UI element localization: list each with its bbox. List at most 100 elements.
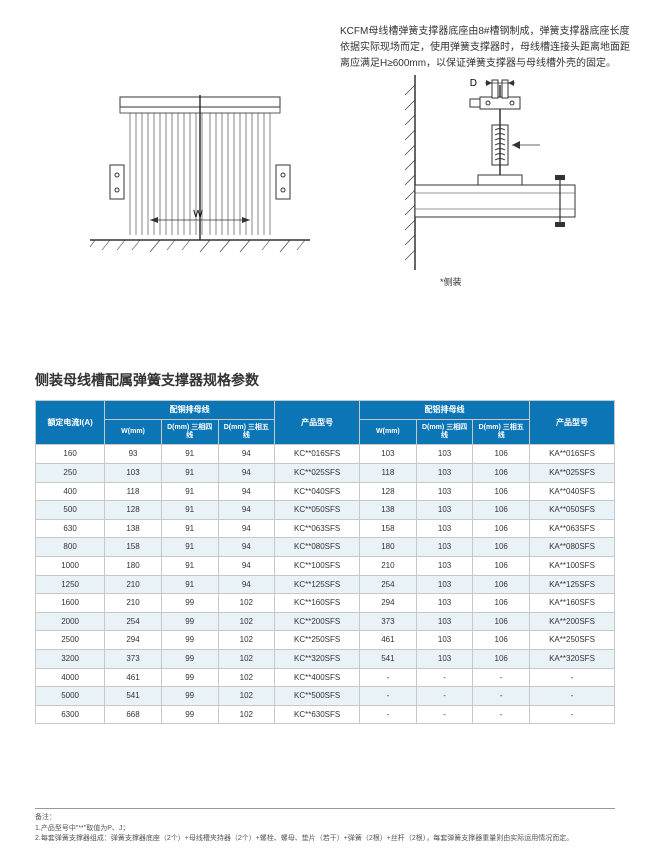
table-cell: KC**080SFS — [275, 538, 360, 557]
diagram-area: W — [90, 75, 590, 275]
table-cell: KA**025SFS — [530, 463, 615, 482]
table-cell: - — [416, 668, 473, 687]
table-cell: 800 — [36, 538, 105, 557]
table-cell: 373 — [105, 649, 162, 668]
table-cell: 91 — [161, 519, 218, 538]
table-cell: 99 — [161, 687, 218, 706]
table-cell: 103 — [416, 445, 473, 464]
table-cell: 138 — [105, 519, 162, 538]
table-cell: - — [473, 668, 530, 687]
table-cell: KC**040SFS — [275, 482, 360, 501]
table-cell: KC**125SFS — [275, 575, 360, 594]
table-cell: - — [360, 705, 417, 724]
table-cell: 103 — [105, 463, 162, 482]
table-cell: 94 — [218, 445, 275, 464]
table-cell: 91 — [161, 445, 218, 464]
notes: 备注： 1.产品型号中"**"取值为P、J； 2.每套弹簧支撑器组成：弹簧支撑器… — [35, 808, 615, 845]
table-cell: 106 — [473, 556, 530, 575]
table-cell: 1250 — [36, 575, 105, 594]
table-cell: 103 — [416, 463, 473, 482]
table-cell: 106 — [473, 519, 530, 538]
table-cell: KC**250SFS — [275, 631, 360, 650]
table-row: 630066899102KC**630SFS---- — [36, 705, 615, 724]
table-cell: KC**025SFS — [275, 463, 360, 482]
table-cell: - — [416, 705, 473, 724]
table-cell: 102 — [218, 612, 275, 631]
th-model-2: 产品型号 — [530, 401, 615, 445]
table-cell: 210 — [105, 594, 162, 613]
table-cell: KC**160SFS — [275, 594, 360, 613]
table-row: 500054199102KC**500SFS---- — [36, 687, 615, 706]
th-ad5: D(mm) 三相五线 — [473, 419, 530, 445]
table-cell: 180 — [360, 538, 417, 557]
table-cell: 103 — [416, 519, 473, 538]
table-row: 2501039194KC**025SFS118103106KA**025SFS — [36, 463, 615, 482]
table-cell: KA**100SFS — [530, 556, 615, 575]
table-cell: KC**500SFS — [275, 687, 360, 706]
table-cell: 99 — [161, 631, 218, 650]
diagram-front-view: W — [90, 85, 310, 265]
table-row: 200025499102KC**200SFS373103106KA**200SF… — [36, 612, 615, 631]
table-cell: 1600 — [36, 594, 105, 613]
table-cell: 106 — [473, 612, 530, 631]
table-cell: 158 — [105, 538, 162, 557]
table-row: 12502109194KC**125SFS254103106KA**125SFS — [36, 575, 615, 594]
table-cell: 118 — [105, 482, 162, 501]
table-cell: 294 — [360, 594, 417, 613]
table-cell: 103 — [416, 556, 473, 575]
table-cell: 373 — [360, 612, 417, 631]
th-cd5: D(mm) 三相五线 — [218, 419, 275, 445]
table-cell: 541 — [360, 649, 417, 668]
table-cell: 94 — [218, 501, 275, 520]
table-cell: 2000 — [36, 612, 105, 631]
table-cell: 128 — [360, 482, 417, 501]
table-cell: 99 — [161, 612, 218, 631]
table-cell: 180 — [105, 556, 162, 575]
table-cell: - — [530, 687, 615, 706]
table-cell: 6300 — [36, 705, 105, 724]
table-cell: KC**320SFS — [275, 649, 360, 668]
spec-table: 额定电流I(A) 配铜排母线 产品型号 配铝排母线 产品型号 W(mm) D(m… — [35, 400, 615, 724]
table-cell: 3200 — [36, 649, 105, 668]
table-cell: KA**125SFS — [530, 575, 615, 594]
spec-table-wrap: 额定电流I(A) 配铜排母线 产品型号 配铝排母线 产品型号 W(mm) D(m… — [35, 400, 615, 724]
table-cell: 91 — [161, 575, 218, 594]
table-cell: KC**200SFS — [275, 612, 360, 631]
table-cell: 630 — [36, 519, 105, 538]
table-cell: 102 — [218, 649, 275, 668]
table-cell: 102 — [218, 594, 275, 613]
table-cell: - — [416, 687, 473, 706]
table-cell: 94 — [218, 575, 275, 594]
intro-paragraph: KCFM母线槽弹簧支撑器底座由8#槽钢制成，弹簧支撑器底座长度依据实际现场而定，… — [340, 24, 635, 72]
diagram-side-view: D — [400, 75, 580, 270]
table-row: 320037399102KC**320SFS541103106KA**320SF… — [36, 649, 615, 668]
table-cell: 91 — [161, 538, 218, 557]
table-cell: KA**080SFS — [530, 538, 615, 557]
table-cell: 210 — [360, 556, 417, 575]
table-cell: KA**063SFS — [530, 519, 615, 538]
table-cell: 106 — [473, 649, 530, 668]
table-cell: 158 — [360, 519, 417, 538]
table-cell: 103 — [416, 482, 473, 501]
table-cell: KA**320SFS — [530, 649, 615, 668]
table-row: 400046199102KC**400SFS---- — [36, 668, 615, 687]
table-cell: 106 — [473, 538, 530, 557]
table-cell: 254 — [105, 612, 162, 631]
th-cw: W(mm) — [105, 419, 162, 445]
table-cell: 668 — [105, 705, 162, 724]
dim-d-label: D — [470, 78, 477, 89]
th-aluminum: 配铝排母线 — [360, 401, 530, 420]
table-cell: KA**016SFS — [530, 445, 615, 464]
table-cell: 103 — [416, 631, 473, 650]
table-cell: 5000 — [36, 687, 105, 706]
table-row: 4001189194KC**040SFS128103106KA**040SFS — [36, 482, 615, 501]
table-cell: 250 — [36, 463, 105, 482]
th-ad4: D(mm) 三相四线 — [416, 419, 473, 445]
table-row: 10001809194KC**100SFS210103106KA**100SFS — [36, 556, 615, 575]
table-cell: 91 — [161, 556, 218, 575]
table-cell: 103 — [416, 594, 473, 613]
th-cd4: D(mm) 三相四线 — [161, 419, 218, 445]
table-cell: 103 — [416, 612, 473, 631]
table-cell: 102 — [218, 631, 275, 650]
table-cell: 106 — [473, 631, 530, 650]
